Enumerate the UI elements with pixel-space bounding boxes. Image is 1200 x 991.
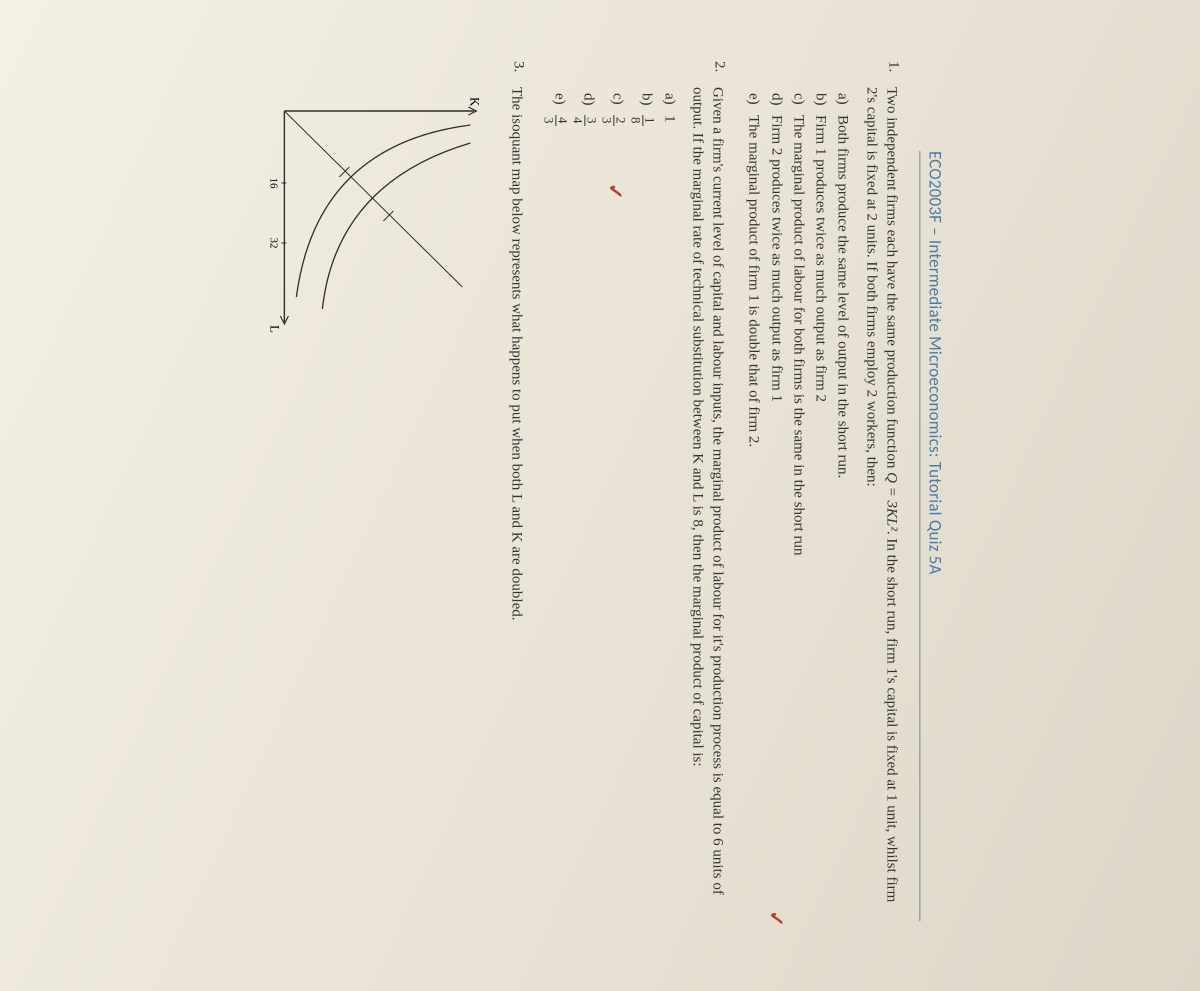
option-label: a): [659, 93, 679, 115]
fraction-numerator: 1: [643, 115, 657, 126]
document-sheet: ECO2003F – Intermediate Microeconomics: …: [225, 11, 976, 981]
fraction-denominator: 3: [543, 115, 556, 126]
option-label: e): [744, 93, 764, 115]
option-text: The marginal product of firm 1 is double…: [744, 115, 764, 921]
option-label: c): [788, 93, 808, 115]
option-a: a) 1: [659, 93, 679, 921]
question-stem: Two independent firms each have the same…: [861, 87, 902, 921]
option-text: 3 4: [572, 115, 599, 921]
option-label: a): [833, 93, 853, 115]
option-a: a) Both firms produce the same level of …: [833, 93, 853, 921]
option-e: e) 4 3: [543, 93, 570, 921]
ray-tick-1: [340, 167, 350, 177]
ray-from-origin: [285, 111, 463, 287]
option-text: 1 8: [630, 115, 657, 921]
fraction: 2 3: [601, 115, 628, 126]
option-text: The marginal product of labour for both …: [788, 115, 808, 921]
option-list: a) Both firms produce the same level of …: [744, 93, 853, 921]
option-d: d) 3 4: [572, 93, 599, 921]
option-text: Firm 1 produces twice as much output as …: [810, 115, 830, 921]
fraction-denominator: 3: [601, 115, 614, 126]
isoquant-curve-2: [323, 143, 471, 309]
question-stem: The isoquant map below represents what h…: [507, 87, 527, 921]
fraction: 1 8: [630, 115, 657, 126]
course-header: ECO2003F – Intermediate Microeconomics: …: [919, 151, 945, 921]
question-body: Given a firm's current level of capital …: [541, 87, 728, 921]
question-body: Two independent firms each have the same…: [742, 87, 902, 921]
option-d: d) Firm 2 produces twice as much output …: [766, 93, 786, 921]
question-stem: Given a firm's current level of capital …: [687, 87, 728, 921]
question-3: 3. The isoquant map below represents wha…: [499, 61, 527, 921]
option-b: b) 1 8: [630, 93, 657, 921]
option-text: 2 3: [601, 115, 628, 921]
option-label: c): [608, 93, 628, 115]
option-label: e): [550, 93, 570, 115]
x-tick-label-2: 32: [268, 237, 280, 248]
option-label: b): [810, 93, 830, 115]
scanned-page: ECO2003F – Intermediate Microeconomics: …: [0, 0, 1200, 991]
question-number: 3.: [499, 61, 527, 87]
fraction-numerator: 3: [585, 115, 599, 126]
x-tick-label-1: 16: [268, 177, 280, 189]
ray-tick-2: [384, 211, 394, 221]
fraction-denominator: 8: [630, 115, 643, 126]
option-e: e) The marginal product of firm 1 is dou…: [744, 93, 764, 921]
option-list: a) 1 b) 1 8 c): [543, 93, 679, 921]
question-1: 1. Two independent firms each have the s…: [742, 61, 902, 921]
stem-equation: Q = 3KL²: [883, 472, 899, 531]
option-label: d): [766, 93, 786, 115]
x-axis-label: L: [268, 325, 283, 333]
option-c: c) The marginal product of labour for bo…: [788, 93, 808, 921]
option-c: c) 2 3 ✓: [601, 93, 628, 921]
y-axis-label: K: [468, 97, 483, 107]
stem-text-pre: Two independent firms each have the same…: [883, 87, 899, 472]
fraction-denominator: 4: [572, 115, 585, 126]
question-number: 1.: [742, 61, 902, 87]
option-text: Firm 2 produces twice as much output as …: [766, 115, 786, 921]
question-number: 2.: [541, 61, 728, 87]
fraction-numerator: 2: [614, 115, 628, 126]
option-label: d): [579, 93, 599, 115]
fraction: 3 4: [572, 115, 599, 126]
option-text: 1: [659, 115, 679, 921]
isoquant-diagram: K L 16 32: [255, 87, 485, 921]
question-body: The isoquant map below represents what h…: [499, 87, 527, 921]
option-text: Both firms produce the same level of out…: [833, 115, 853, 921]
option-text: 4 3: [543, 115, 570, 921]
option-b: b) Firm 1 produces twice as much output …: [810, 93, 830, 921]
fraction: 4 3: [543, 115, 570, 126]
option-label: b): [637, 93, 657, 115]
question-2: 2. Given a firm's current level of capit…: [541, 61, 728, 921]
isoquant-curve-1: [297, 125, 471, 297]
fraction-numerator: 4: [556, 115, 570, 126]
isoquant-svg: K L 16 32: [255, 87, 485, 337]
